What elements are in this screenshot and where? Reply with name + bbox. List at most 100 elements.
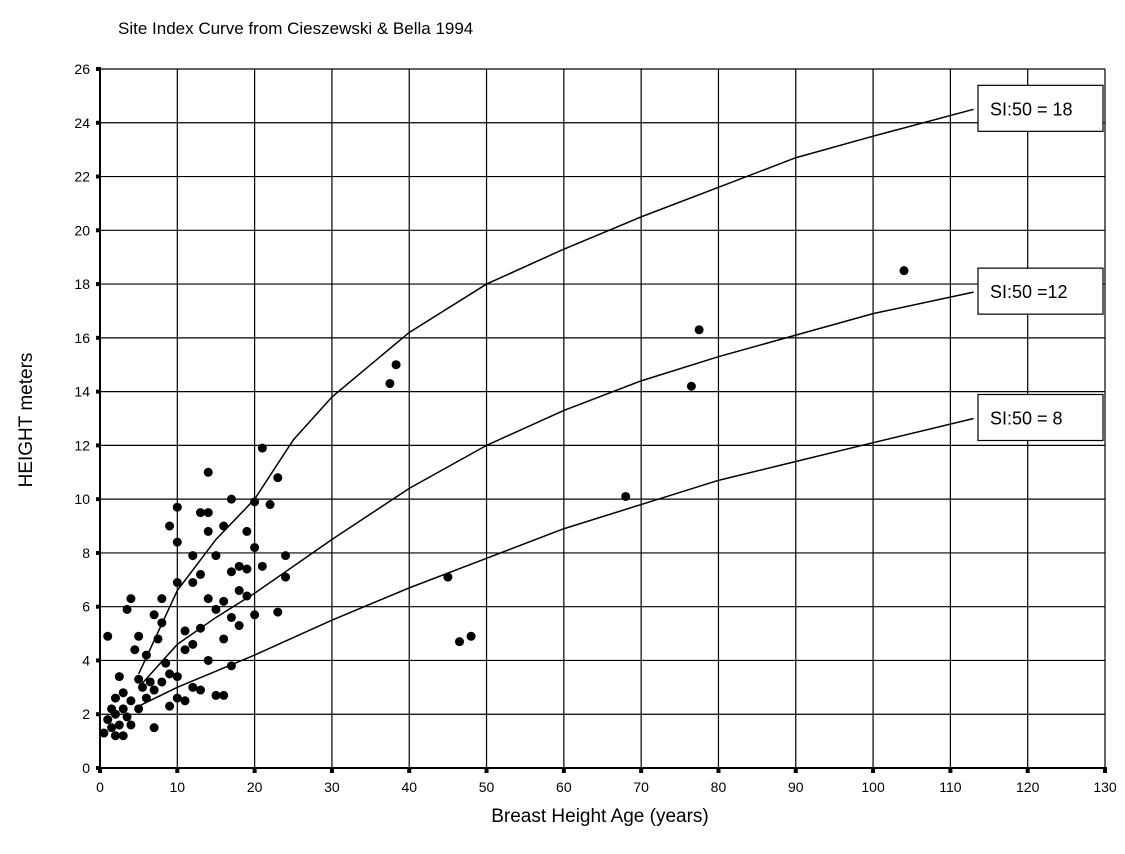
data-point — [134, 674, 144, 684]
y-tick-mark — [96, 67, 101, 71]
x-tick-mark — [871, 767, 876, 773]
data-point — [211, 604, 221, 614]
data-point — [265, 500, 275, 510]
y-tick-mark — [96, 282, 101, 287]
data-point — [242, 591, 252, 601]
data-point — [621, 491, 631, 501]
data-point — [188, 682, 198, 692]
data-point — [157, 677, 167, 687]
data-point — [110, 731, 120, 741]
data-point — [196, 569, 205, 579]
data-point — [466, 631, 476, 641]
x-tick-label: 100 — [861, 779, 885, 795]
data-point — [172, 693, 182, 703]
data-point — [107, 723, 117, 733]
data-point — [273, 607, 283, 617]
data-point — [203, 508, 213, 518]
data-point — [99, 728, 109, 738]
data-point — [281, 551, 291, 561]
data-point — [103, 631, 113, 641]
data-point — [126, 696, 136, 706]
legend-box — [977, 393, 1104, 442]
y-tick-label: 2 — [82, 706, 90, 722]
y-tick-mark — [96, 443, 101, 448]
y-tick-label: 0 — [82, 760, 90, 776]
x-tick-mark — [639, 767, 644, 773]
legend-label: SI:50 = 18 — [990, 99, 1073, 119]
data-point — [443, 572, 453, 582]
data-point — [126, 720, 136, 730]
x-tick-mark — [484, 767, 489, 773]
data-point — [122, 604, 132, 614]
data-point — [694, 325, 704, 335]
data-point — [153, 634, 163, 644]
x-tick-mark — [716, 767, 721, 773]
x-tick-label: 50 — [479, 779, 495, 795]
x-tick-label: 30 — [324, 779, 340, 795]
data-point — [157, 594, 167, 604]
data-point — [385, 379, 395, 389]
x-tick-label: 110 — [939, 779, 962, 795]
data-point — [165, 669, 175, 679]
x-tick-mark — [948, 767, 953, 773]
data-point — [110, 693, 120, 703]
data-point — [196, 508, 205, 518]
data-point — [234, 586, 244, 596]
data-point — [145, 677, 155, 687]
data-point — [165, 701, 175, 711]
data-point — [686, 381, 696, 391]
chart-title: Site Index Curve from Cieszewski & Bella… — [118, 19, 473, 38]
data-point — [141, 693, 151, 703]
data-point — [203, 467, 213, 477]
data-point — [226, 494, 236, 504]
y-tick-label: 8 — [82, 545, 90, 561]
data-point — [234, 561, 244, 571]
data-point — [118, 731, 128, 741]
y-tick-label: 12 — [74, 437, 90, 453]
data-point — [899, 266, 909, 276]
x-tick-label: 130 — [1093, 779, 1117, 795]
data-point — [157, 618, 167, 628]
data-point — [242, 564, 252, 574]
y-tick-label: 6 — [82, 599, 90, 615]
data-point — [188, 577, 198, 587]
curve — [138, 291, 974, 688]
x-tick-mark — [561, 767, 566, 773]
data-point — [122, 712, 132, 722]
data-point — [203, 594, 213, 604]
y-tick-mark — [96, 604, 101, 609]
x-tick-mark — [175, 767, 180, 773]
data-point — [114, 672, 124, 682]
data-point — [161, 658, 171, 668]
data-point — [134, 631, 144, 641]
data-point — [250, 497, 260, 507]
x-tick-label: 20 — [247, 779, 263, 795]
data-point — [219, 690, 229, 700]
data-point — [180, 645, 190, 655]
data-point — [141, 650, 151, 660]
data-point — [203, 655, 213, 665]
data-point — [203, 526, 213, 536]
data-point — [226, 612, 236, 622]
data-point — [172, 502, 182, 512]
data-point — [219, 634, 229, 644]
data-point — [172, 577, 182, 587]
x-tick-label: 70 — [633, 779, 649, 795]
data-point — [118, 704, 128, 714]
data-point — [257, 443, 267, 453]
x-tick-mark — [1103, 767, 1107, 773]
data-point — [130, 645, 140, 655]
data-point — [242, 526, 252, 536]
y-tick-mark — [96, 174, 101, 179]
data-point — [281, 572, 291, 582]
data-point — [391, 360, 401, 370]
data-point — [273, 473, 283, 483]
data-point — [188, 551, 198, 561]
data-point — [211, 551, 221, 561]
data-point — [454, 637, 464, 647]
y-axis-label: HEIGHT meters — [16, 353, 37, 488]
y-tick-label: 20 — [74, 222, 90, 238]
x-tick-label: 60 — [556, 779, 572, 795]
legend-box — [977, 267, 1104, 315]
